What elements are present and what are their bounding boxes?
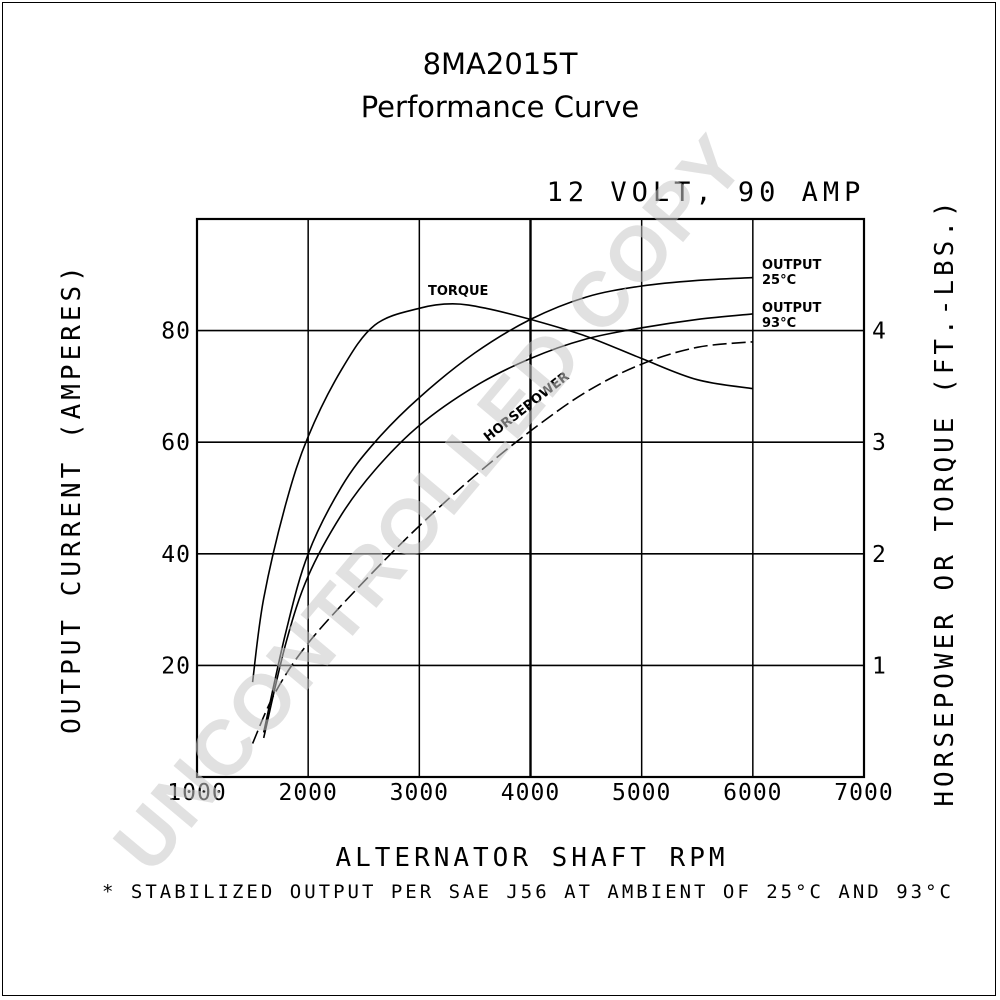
series-line-torque (251, 302, 753, 683)
y2-tick-label: 1 (872, 653, 887, 679)
y2-tick-label: 3 (872, 430, 887, 456)
x-tick-label: 3000 (390, 780, 449, 806)
footnote: * STABILIZED OUTPUT PER SAE J56 AT AMBIE… (102, 881, 954, 903)
chart-title: 8MA2015T (423, 47, 578, 81)
series-label: 25°C (762, 273, 796, 288)
x-tick-label: 2000 (278, 780, 337, 806)
series-label: OUTPUT (762, 301, 822, 316)
x-tick-label: 7000 (834, 780, 893, 806)
y2-axis-label: HORSEPOWER OR TORQUE (FT.-LBS.) (930, 197, 960, 806)
y2-tick-label: 2 (872, 542, 887, 568)
series-line-output-93-c (262, 313, 753, 739)
y-axis-label: OUTPUT CURRENT (AMPERES) (57, 262, 87, 734)
y2-tick-label: 4 (872, 319, 887, 345)
x-tick-label: 4000 (501, 780, 560, 806)
rating-label: 12 VOLT, 90 AMP (547, 177, 866, 208)
y-tick-label: 80 (161, 319, 191, 345)
x-tick-label: 1000 (167, 780, 226, 806)
series-line-horsepower (251, 341, 753, 744)
series-line-output-25-c (262, 276, 753, 733)
y-tick-label: 40 (161, 542, 191, 568)
x-tick-label: 5000 (612, 780, 671, 806)
x-axis-label: ALTERNATOR SHAFT RPM (335, 843, 728, 873)
tick-labels: 1000 2000 3000 4000 5000 6000 7000 20 40 60 80 1 2 3 4 (161, 319, 893, 806)
x-tick-label: 6000 (723, 780, 782, 806)
grid-lines (195, 217, 866, 779)
series-group (251, 276, 753, 744)
y-tick-label: 60 (161, 430, 191, 456)
series-label: TORQUE (428, 284, 488, 299)
chart-subtitle: Performance Curve (361, 90, 640, 124)
series-label: OUTPUT (762, 258, 822, 273)
series-label: 93°C (762, 316, 796, 331)
y-tick-label: 20 (161, 653, 191, 679)
